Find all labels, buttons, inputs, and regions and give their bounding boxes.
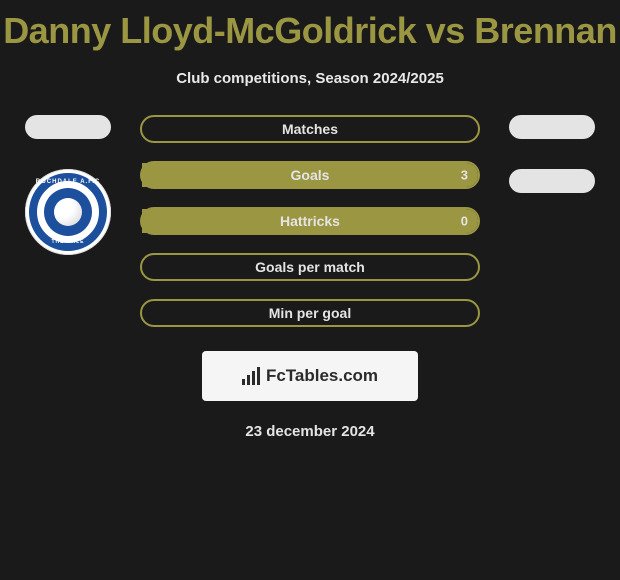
right-pill xyxy=(509,169,595,193)
right-pill xyxy=(509,115,595,139)
left-pill xyxy=(25,115,111,139)
stat-bar: Hattricks 0 xyxy=(140,207,480,235)
bar-icon-segment xyxy=(242,379,245,385)
stat-label: Goals per match xyxy=(255,259,365,275)
football-icon xyxy=(54,198,82,226)
stats-list: Matches Goals 3 Hattricks 0 Goals per match Mi… xyxy=(140,115,480,327)
badge-top-text: ROCHDALE A.F.C xyxy=(36,179,100,185)
stat-label: Min per goal xyxy=(269,305,351,321)
page-title: Danny Lloyd-McGoldrick vs Brennan xyxy=(0,0,620,52)
bar-icon-segment xyxy=(257,367,260,385)
stat-bar: Min per goal xyxy=(140,299,480,327)
stat-bar: Goals per match xyxy=(140,253,480,281)
attribution-box: FcTables.com xyxy=(202,351,418,401)
badge-inner xyxy=(44,188,92,236)
badge-bottom-text: THE DALE xyxy=(52,239,85,245)
stat-label: Matches xyxy=(282,121,338,137)
stat-bar: Goals 3 xyxy=(140,161,480,189)
right-player-column xyxy=(502,115,602,223)
left-player-column: ROCHDALE A.F.C THE DALE xyxy=(18,115,118,255)
stat-bar: Matches xyxy=(140,115,480,143)
date-line: 23 december 2024 xyxy=(0,423,620,440)
stat-right-value: 0 xyxy=(461,214,468,229)
subtitle: Club competitions, Season 2024/2025 xyxy=(0,70,620,87)
stat-right-value: 3 xyxy=(461,168,468,183)
bar-chart-icon xyxy=(242,367,260,385)
content-area: ROCHDALE A.F.C THE DALE Matches Goals 3 Hat… xyxy=(0,115,620,327)
badge-ring: ROCHDALE A.F.C THE DALE xyxy=(29,173,107,251)
bar-icon-segment xyxy=(252,371,255,385)
bar-icon-segment xyxy=(247,375,250,385)
stat-label: Hattricks xyxy=(280,213,340,229)
attribution-text: FcTables.com xyxy=(266,366,378,386)
stat-label: Goals xyxy=(291,167,330,183)
club-badge: ROCHDALE A.F.C THE DALE xyxy=(25,169,111,255)
